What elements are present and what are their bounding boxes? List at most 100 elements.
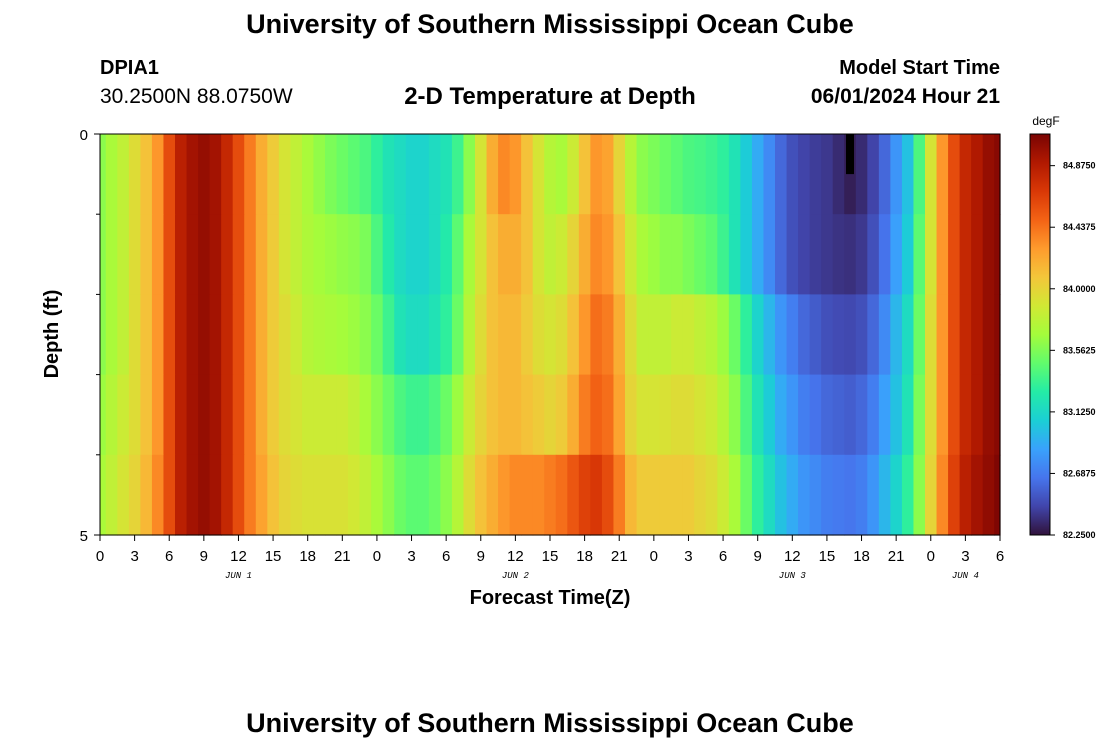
heatmap-cell bbox=[636, 374, 649, 456]
heatmap-cell bbox=[117, 454, 130, 536]
heatmap-cell bbox=[394, 374, 407, 456]
x-tick-label: 6 bbox=[442, 548, 450, 565]
heatmap-cell bbox=[209, 214, 222, 295]
heatmap-cell bbox=[117, 374, 130, 456]
heatmap-cell bbox=[232, 374, 245, 456]
heatmap-cell bbox=[278, 294, 291, 376]
heatmap-cell bbox=[809, 374, 822, 456]
heatmap-cell bbox=[694, 214, 707, 295]
heatmap-cell bbox=[382, 214, 395, 295]
heatmap-cell bbox=[751, 214, 765, 295]
heatmap-cell bbox=[982, 374, 995, 456]
heatmap-cell bbox=[359, 214, 372, 295]
heatmap-cell bbox=[532, 374, 545, 456]
heatmap-cell bbox=[878, 134, 891, 215]
heatmap-cell bbox=[936, 294, 949, 376]
heatmap-cell bbox=[186, 134, 199, 215]
x-tick-label: 21 bbox=[334, 548, 351, 565]
heatmap-cell bbox=[798, 374, 811, 456]
heatmap-cell bbox=[140, 134, 153, 215]
chart-subtitle: 2-D Temperature at Depth bbox=[404, 83, 696, 110]
heatmap-cell bbox=[925, 374, 938, 456]
heatmap-cell bbox=[359, 374, 372, 456]
heatmap-cell bbox=[371, 134, 384, 215]
heatmap-cell bbox=[844, 294, 857, 376]
heatmap-cell bbox=[671, 214, 684, 295]
heatmap-cell bbox=[959, 294, 972, 376]
heatmap-cell bbox=[486, 454, 499, 536]
heatmap-cell bbox=[417, 454, 430, 536]
heatmap-cell bbox=[336, 134, 349, 215]
heatmap-cell bbox=[163, 134, 176, 215]
heatmap-cell bbox=[982, 454, 995, 536]
heatmap-cell bbox=[636, 294, 649, 376]
heatmap-cell bbox=[405, 454, 418, 536]
x-tick-label: 0 bbox=[373, 548, 381, 565]
heatmap-cell bbox=[209, 134, 222, 215]
heatmap-cell bbox=[578, 454, 591, 536]
heatmap-cell bbox=[221, 214, 234, 295]
x-tick-label: 18 bbox=[576, 548, 593, 565]
heatmap-cell bbox=[336, 294, 349, 376]
heatmap-cell bbox=[498, 454, 511, 536]
heatmap-cell bbox=[913, 294, 926, 376]
heatmap-cell bbox=[428, 454, 441, 536]
heatmap-cell bbox=[440, 454, 453, 536]
heatmap-cell bbox=[982, 294, 995, 376]
day-label: JUN 4 bbox=[952, 571, 979, 581]
heatmap-cell bbox=[786, 134, 799, 215]
x-axis-ticks: 0 3 6 9 12 15 18 21 0 3 6 9 12 15 18 21 0 3 6 9 12 15 18 21 0 3 6 bbox=[96, 535, 1004, 565]
heatmap-cell bbox=[463, 374, 476, 456]
heatmap-cell bbox=[428, 374, 441, 456]
heatmap-cell bbox=[555, 134, 568, 215]
heatmap-cell bbox=[832, 454, 845, 536]
heatmap-cell bbox=[290, 134, 303, 215]
heatmap-cell bbox=[451, 374, 465, 456]
heatmap-cell bbox=[567, 214, 580, 295]
heatmap-cell bbox=[382, 294, 395, 376]
heatmap-cell bbox=[913, 374, 926, 456]
heatmap-cell bbox=[348, 374, 361, 456]
heatmap-cell bbox=[359, 454, 372, 536]
heatmap-cell bbox=[948, 134, 961, 215]
heatmap-cell bbox=[959, 134, 972, 215]
heatmap-cell bbox=[301, 374, 315, 456]
heatmap-cell bbox=[255, 214, 268, 295]
heatmap-cell bbox=[405, 134, 418, 215]
heatmap-cell bbox=[198, 454, 211, 536]
heatmap-cell bbox=[890, 294, 903, 376]
heatmap-cell bbox=[786, 454, 799, 536]
heatmap-cell bbox=[325, 454, 338, 536]
heatmap-cell bbox=[959, 454, 972, 536]
heatmap-cell bbox=[832, 374, 845, 456]
heatmap-cell bbox=[151, 454, 165, 536]
heatmap-cell bbox=[128, 134, 141, 215]
heatmap-cell bbox=[971, 294, 984, 376]
heatmap-cell bbox=[486, 134, 499, 215]
x-tick-label: 15 bbox=[265, 548, 282, 565]
heatmap-cell bbox=[348, 294, 361, 376]
heatmap-cell bbox=[994, 214, 1001, 295]
x-tick-label: 12 bbox=[784, 548, 801, 565]
heatmap-cell bbox=[463, 294, 476, 376]
heatmap-cell bbox=[601, 294, 615, 376]
heatmap-cell bbox=[994, 294, 1001, 376]
heatmap-cell bbox=[232, 454, 245, 536]
heatmap-cell bbox=[878, 294, 891, 376]
heatmap-cell bbox=[567, 374, 580, 456]
heatmap-cell bbox=[278, 374, 291, 456]
heatmap-cell bbox=[751, 454, 765, 536]
heatmap-cell bbox=[117, 214, 130, 295]
day-labels: JUN 1 JUN 2 JUN 3 JUN 4 bbox=[225, 571, 979, 581]
heatmap-cell bbox=[821, 454, 834, 536]
heatmap-cell bbox=[532, 454, 545, 536]
heatmap-cell bbox=[428, 214, 441, 295]
heatmap-cell bbox=[440, 294, 453, 376]
heatmap-cell bbox=[140, 454, 153, 536]
heatmap-cell bbox=[175, 214, 188, 295]
heatmap-cell bbox=[544, 134, 557, 215]
x-tick-label: 3 bbox=[407, 548, 415, 565]
heatmap-cell bbox=[959, 214, 972, 295]
heatmap-cell bbox=[555, 294, 568, 376]
heatmap-cell bbox=[440, 374, 453, 456]
